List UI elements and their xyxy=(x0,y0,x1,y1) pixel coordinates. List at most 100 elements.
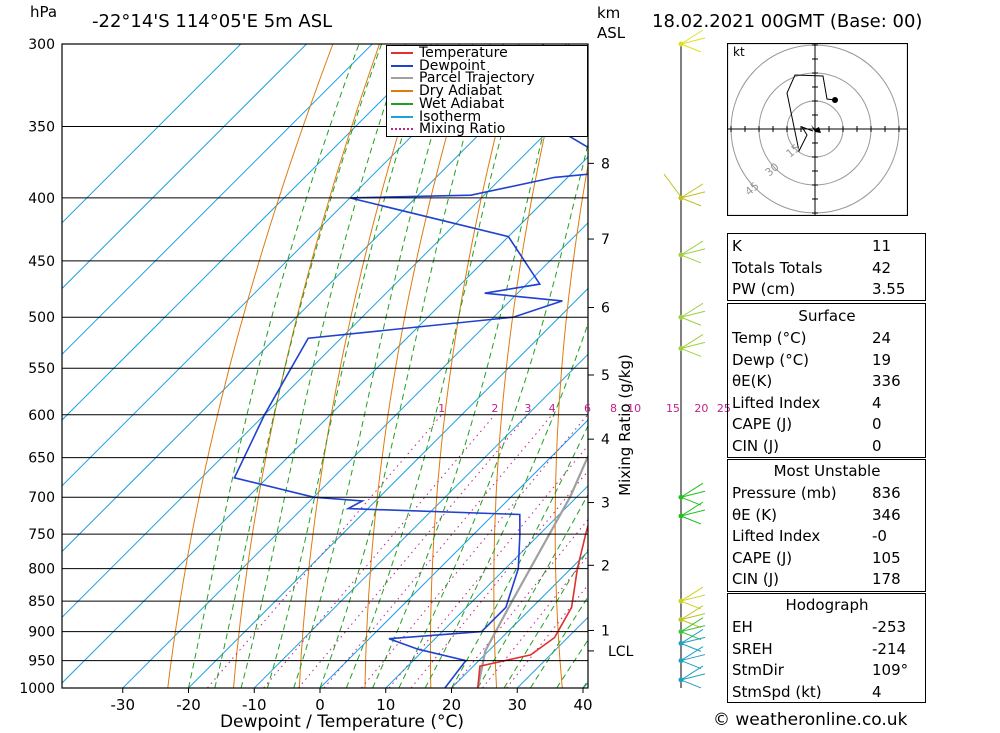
mixing-ratio-value-label: 2 xyxy=(491,402,498,415)
stat-row: CAPE (J) 105 xyxy=(728,548,926,570)
hodograph-marker xyxy=(832,97,838,103)
series-dewpoint xyxy=(233,44,588,688)
legend-swatch xyxy=(391,102,413,105)
legend-label: Temperature xyxy=(419,45,508,61)
stat-row: θE(K) 336 xyxy=(728,371,926,393)
legend-item: Temperature xyxy=(391,45,508,61)
stat-key: StmSpd (kt) xyxy=(732,682,822,701)
km-tick-label: 2 xyxy=(601,558,610,574)
stat-row: Dewp (°C) 19 xyxy=(728,350,926,372)
asl-label: ASL xyxy=(597,24,626,42)
stat-key: θE(K) xyxy=(732,372,773,390)
pressure-tick-label: 850 xyxy=(28,594,55,610)
legend-label: Dry Adiabat xyxy=(419,83,502,100)
copyright-footer[interactable]: © weatheronline.co.uk xyxy=(713,710,908,730)
legend-swatch xyxy=(391,64,413,67)
mixing-ratio-value-label: 1 xyxy=(438,402,445,415)
stat-key: Dewp (°C) xyxy=(732,350,810,369)
stat-value: -214 xyxy=(872,639,907,658)
wind-barb xyxy=(680,646,706,670)
datetime-title: 18.02.2021 00GMT (Base: 00) xyxy=(652,11,923,32)
stat-value: 4 xyxy=(872,393,882,412)
dry-adiabat-line xyxy=(936,0,1000,714)
pressure-tick-label: 600 xyxy=(28,408,55,424)
pressure-tick-label: 400 xyxy=(28,191,55,207)
temperature-tick-label: -20 xyxy=(176,696,201,714)
stat-row: EH -253 xyxy=(728,617,926,639)
temperature-tick-label: -10 xyxy=(242,696,267,714)
isotherm-line xyxy=(253,353,588,688)
wind-barb xyxy=(680,302,706,326)
legend-item: Parcel Trajectory xyxy=(391,71,535,85)
stat-row: Pressure (mb) 836 xyxy=(728,483,926,505)
temperature-tick-label: 10 xyxy=(376,696,395,714)
mixing-ratio-value-label: 10 xyxy=(627,402,641,415)
stat-value: 11 xyxy=(872,237,892,255)
stat-key: Lifted Index xyxy=(732,393,821,412)
km-tick-label: 8 xyxy=(601,156,610,172)
stat-value: 24 xyxy=(872,329,892,347)
mixing-ratio-axis-label: Mixing Ratio (g/kg) xyxy=(616,354,634,496)
stat-row: CIN (J) 178 xyxy=(728,569,926,591)
legend-item: Isotherm xyxy=(391,108,482,125)
wind-barb xyxy=(680,665,706,689)
stat-key: Totals Totals xyxy=(732,258,823,277)
km-label: km xyxy=(597,4,621,22)
wet-adiabat-line xyxy=(398,141,588,688)
hodograph-stats-box xyxy=(727,593,926,703)
wet-adiabat-line xyxy=(372,44,567,688)
mixing-ratio-value-label: 8 xyxy=(610,402,617,415)
wet-adiabat-line xyxy=(293,44,460,688)
pressure-tick-label: 900 xyxy=(28,625,55,641)
wind-barb xyxy=(680,183,706,207)
stat-value: 3.55 xyxy=(872,280,906,298)
mixing-ratio-line xyxy=(451,518,588,688)
wind-barb xyxy=(680,501,706,525)
most-unstable-title: Most Unstable xyxy=(773,462,881,480)
temperature-tick-label: -30 xyxy=(111,696,136,714)
stat-key: CAPE (J) xyxy=(732,548,793,567)
plot-frame xyxy=(61,43,589,689)
stat-row: Lifted Index -0 xyxy=(728,526,926,548)
stat-key: CAPE (J) xyxy=(732,415,793,433)
wind-barb xyxy=(680,333,706,357)
pressure-tick-label: 550 xyxy=(28,361,55,377)
temperature-tick-label: 30 xyxy=(508,696,527,714)
wind-barb xyxy=(663,173,682,198)
km-tick-label: 4 xyxy=(601,432,610,448)
stat-value: 836 xyxy=(872,484,901,502)
dry-adiabat-line xyxy=(672,0,725,714)
legend-swatch xyxy=(391,52,413,54)
km-tick-label: 1 xyxy=(601,623,610,639)
legend-swatch xyxy=(391,128,413,131)
stat-value: 0 xyxy=(872,436,882,455)
isotherm-line xyxy=(62,44,242,224)
mixing-ratio-value-label: 4 xyxy=(549,402,556,415)
legend-label: Mixing Ratio xyxy=(419,121,506,138)
km-tick-label: 3 xyxy=(601,496,610,512)
mixing-ratio-value-label: 15 xyxy=(666,402,680,415)
stat-key: PW (cm) xyxy=(732,280,796,298)
mixing-ratio-line xyxy=(263,414,496,688)
legend-item: Dewpoint xyxy=(391,59,486,73)
stat-row: SREH -214 xyxy=(728,639,926,661)
temperature-tick-label: 20 xyxy=(442,696,461,714)
pressure-tick-label: 300 xyxy=(28,37,55,53)
stat-key: SREH xyxy=(732,639,773,658)
wet-adiabat-line xyxy=(345,44,527,688)
stat-value: 109° xyxy=(872,661,909,679)
mixing-ratio-line xyxy=(323,414,553,688)
x-axis-label: Dewpoint / Temperature (°C) xyxy=(220,712,464,732)
temperature-tick-label: 40 xyxy=(573,696,592,714)
stat-key: θE (K) xyxy=(732,505,777,524)
surface-box xyxy=(727,303,926,458)
wind-barb xyxy=(680,605,706,629)
legend-label: Isotherm xyxy=(419,108,482,125)
stat-value: 4 xyxy=(872,682,882,701)
wet-adiabat-line xyxy=(503,548,588,688)
stat-row: Temp (°C) 24 xyxy=(728,328,926,350)
isotherm-line xyxy=(187,287,588,688)
pressure-tick-label: 750 xyxy=(28,527,55,543)
